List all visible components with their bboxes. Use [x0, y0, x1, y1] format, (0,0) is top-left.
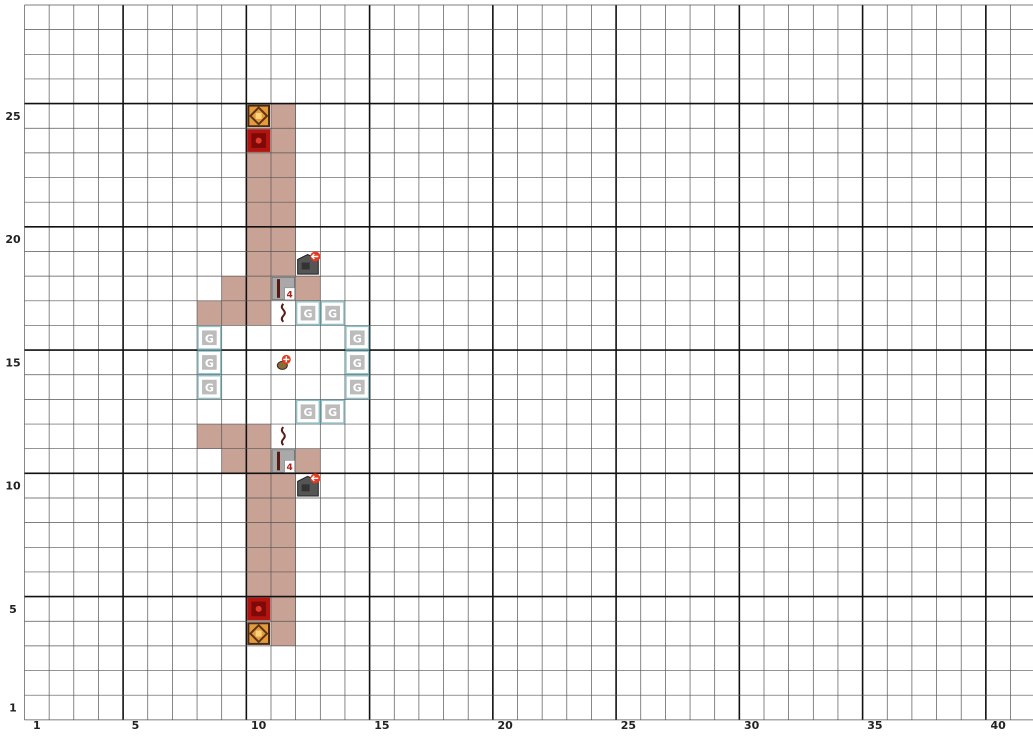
redstone-lamp-block[interactable] [247, 622, 270, 645]
x-axis-tick-label: 5 [132, 719, 140, 732]
redstone-dust-tile[interactable] [271, 177, 296, 203]
glass-label: G [205, 332, 214, 345]
y-axis-tick-label: 25 [5, 110, 20, 123]
glass-label: G [353, 357, 362, 370]
redstone-dust-tile[interactable] [221, 276, 247, 301]
x-axis-tick-label: 30 [744, 719, 760, 732]
button-block[interactable] [276, 354, 291, 370]
torch-block[interactable] [280, 426, 286, 446]
redstone-dust-tile[interactable] [246, 473, 271, 498]
glass-block[interactable]: G [345, 325, 370, 350]
repeater-block[interactable]: 4 [271, 276, 296, 300]
torch-icon [280, 303, 286, 323]
redstone-dust-tile[interactable] [246, 571, 271, 597]
redstone-dust-tile[interactable] [271, 498, 296, 523]
x-axis-tick-label: 1 [33, 719, 41, 732]
glass-label: G [303, 308, 312, 321]
redstone-dust-tile[interactable] [246, 276, 271, 301]
redstone-dust-tile[interactable] [197, 300, 222, 326]
redstone-dust-tile[interactable] [221, 300, 247, 326]
observer-block[interactable] [297, 251, 321, 275]
redstone-dust-tile[interactable] [271, 571, 296, 597]
glass-label: G [353, 382, 362, 395]
redstone-dust-tile[interactable] [295, 276, 321, 301]
x-axis-tick-label: 40 [991, 719, 1007, 732]
redstone-block-block[interactable] [247, 597, 270, 621]
y-axis-tick-label: 15 [5, 356, 20, 369]
redstone-dust-tile[interactable] [197, 424, 222, 449]
redstone-dust-tile[interactable] [246, 177, 271, 203]
x-axis-tick-label: 15 [374, 719, 389, 732]
redstone-dust-tile[interactable] [221, 448, 247, 474]
redstone-dust-tile[interactable] [246, 152, 271, 178]
redstone-dust-tile[interactable] [295, 448, 321, 474]
grid-lines [24, 4, 1033, 721]
glass-label: G [205, 357, 214, 370]
glass-block[interactable]: G [197, 350, 222, 375]
repeater-block[interactable]: 4 [271, 449, 296, 473]
torch-block[interactable] [280, 303, 286, 323]
redstone-dust-tile[interactable] [246, 522, 271, 548]
redstone-icon [255, 605, 262, 612]
redstone-block-block[interactable] [247, 129, 270, 152]
glass-block[interactable]: G [345, 375, 370, 400]
glass-label: G [205, 382, 214, 395]
glass-label: G [328, 308, 337, 321]
y-axis-tick-label: 20 [5, 233, 21, 246]
lamp-glow-icon [255, 630, 262, 637]
y-axis-tick-label: 1 [9, 702, 17, 715]
redstone-dust-tile[interactable] [271, 621, 296, 646]
redstone-dust-tile[interactable] [271, 522, 296, 548]
redstone-dust-tile[interactable] [271, 251, 296, 277]
glass-block[interactable]: G [197, 325, 222, 350]
lamp-glow-icon [255, 112, 262, 119]
redstone-dust-tile[interactable] [246, 448, 271, 474]
glass-block[interactable]: G [197, 375, 222, 400]
redstone-dust-tile[interactable] [246, 226, 271, 252]
torch-icon [280, 426, 286, 446]
redstone-dust-tile[interactable] [221, 424, 247, 449]
redstone-dust-tile[interactable] [271, 202, 296, 227]
dust-layer [197, 103, 321, 646]
redstone-dust-tile[interactable] [271, 226, 296, 252]
x-axis-tick-label: 20 [498, 719, 514, 732]
repeater-delay-label: 4 [287, 290, 293, 300]
x-axis-tick-label: 25 [621, 719, 636, 732]
redstone-dust-tile[interactable] [246, 498, 271, 523]
redstone-icon [255, 137, 262, 144]
repeater-delay-label: 4 [287, 463, 293, 473]
glass-block[interactable]: G [320, 301, 345, 326]
glass-block[interactable]: G [320, 399, 345, 424]
glass-block[interactable]: G [295, 399, 320, 424]
y-axis-tick-label: 5 [9, 603, 17, 616]
redstone-dust-tile[interactable] [246, 424, 271, 449]
redstone-dust-tile[interactable] [246, 251, 271, 277]
glass-block[interactable]: G [345, 350, 370, 375]
glass-block[interactable]: G [295, 301, 320, 326]
glass-label: G [328, 406, 337, 419]
redstone-dust-tile[interactable] [246, 300, 271, 326]
redstone-dust-tile[interactable] [271, 547, 296, 572]
glass-label: G [303, 406, 312, 419]
x-axis-tick-label: 10 [251, 719, 267, 732]
glass-label: G [353, 332, 362, 345]
redstone-dust-tile[interactable] [246, 202, 271, 227]
observer-block[interactable] [297, 473, 321, 497]
redstone-dust-tile[interactable] [246, 547, 271, 572]
redstone-lamp-block[interactable] [247, 104, 270, 128]
y-axis-tick-label: 10 [5, 480, 21, 493]
redstone-dust-tile[interactable] [271, 473, 296, 498]
x-axis-tick-label: 35 [867, 719, 882, 732]
redstone-dust-tile[interactable] [271, 596, 296, 622]
redstone-dust-tile[interactable] [271, 103, 296, 129]
redstone-dust-tile[interactable] [271, 128, 296, 153]
redstone-dust-tile[interactable] [271, 152, 296, 178]
